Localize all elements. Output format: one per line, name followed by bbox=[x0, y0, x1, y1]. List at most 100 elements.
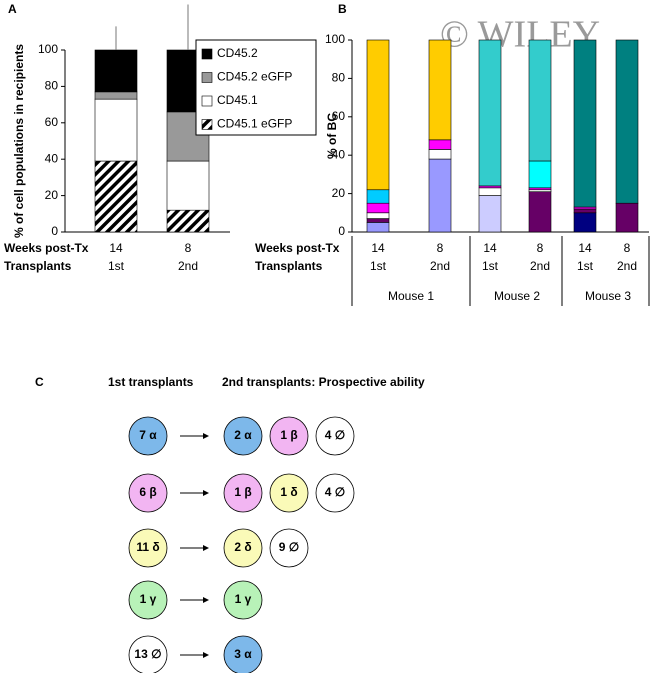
node bbox=[223, 473, 263, 513]
legend-swatch bbox=[201, 48, 213, 60]
legend-swatch bbox=[201, 95, 213, 107]
group-label: Mouse 3 bbox=[585, 289, 631, 303]
bar-segment bbox=[478, 39, 502, 187]
legend-swatch bbox=[201, 119, 213, 130]
node bbox=[315, 416, 355, 456]
legend-box bbox=[195, 39, 317, 136]
bar-segment bbox=[94, 160, 138, 233]
y-axis-label: % of BC bbox=[325, 113, 339, 159]
watermark: © WILEY bbox=[440, 14, 600, 56]
bar-segment bbox=[528, 160, 552, 189]
node bbox=[128, 635, 168, 673]
bar-segment bbox=[573, 39, 597, 208]
bar-segment bbox=[428, 139, 452, 150]
row-label: Transplants bbox=[255, 259, 323, 273]
legend-label: CD45.2 eGFP bbox=[217, 70, 292, 84]
bar-segment bbox=[615, 202, 639, 233]
bar-segment bbox=[615, 39, 639, 204]
bar-segment bbox=[478, 187, 502, 196]
node bbox=[315, 473, 355, 513]
legend-swatch bbox=[201, 72, 213, 83]
bar-segment bbox=[94, 91, 138, 100]
y-tick-label: 20 bbox=[332, 186, 346, 200]
bar-segment bbox=[94, 98, 138, 162]
x-tick-label: 8 bbox=[437, 241, 444, 255]
node-label: 7 α bbox=[139, 428, 157, 442]
row-label: Transplants bbox=[4, 259, 72, 273]
bar-segment bbox=[94, 49, 138, 93]
panel-letter: C bbox=[35, 375, 44, 389]
diagram-header: 1st transplants bbox=[108, 375, 194, 389]
x-tick-label: 1st bbox=[482, 259, 499, 273]
bar-segment bbox=[478, 195, 502, 233]
group-label: Mouse 1 bbox=[388, 289, 434, 303]
x-tick-label: 1st bbox=[108, 259, 125, 273]
node-label: 13 ∅ bbox=[134, 647, 161, 661]
legend-label: CD45.1 bbox=[217, 93, 258, 107]
bar-segment bbox=[366, 218, 390, 223]
y-tick-label: 0 bbox=[51, 224, 58, 238]
bar-segment bbox=[428, 149, 452, 160]
y-tick-label: 40 bbox=[45, 151, 59, 165]
bar-segment bbox=[573, 212, 597, 233]
node-label: 11 δ bbox=[136, 540, 159, 554]
x-tick-label: 14 bbox=[109, 241, 123, 255]
node-label: 3 α bbox=[234, 647, 252, 661]
x-tick-label: 2nd bbox=[617, 259, 637, 273]
node bbox=[269, 473, 309, 513]
node bbox=[223, 635, 263, 673]
x-tick-label: 1st bbox=[370, 259, 387, 273]
bar-segment bbox=[428, 39, 452, 141]
bar-segment bbox=[166, 209, 210, 233]
node-label: 4 ∅ bbox=[325, 428, 345, 442]
row-label: Weeks post-Tx bbox=[255, 241, 340, 255]
bar-segment bbox=[366, 222, 390, 233]
legend-label: CD45.2 bbox=[217, 46, 258, 60]
y-tick-label: 100 bbox=[38, 42, 58, 56]
y-tick-label: 0 bbox=[338, 224, 345, 238]
bar-segment bbox=[366, 189, 390, 204]
node-label: 6 β bbox=[139, 485, 156, 499]
y-axis-label: % of cell populations in recipients bbox=[12, 44, 26, 238]
node-label: 9 ∅ bbox=[279, 540, 299, 554]
bar-segment bbox=[366, 202, 390, 214]
node-label: 4 ∅ bbox=[325, 485, 345, 499]
x-tick-label: 2nd bbox=[178, 259, 198, 273]
node-label: 1 γ bbox=[140, 592, 157, 606]
node bbox=[269, 528, 309, 568]
group-label: Mouse 2 bbox=[494, 289, 540, 303]
node-label: 1 δ bbox=[280, 485, 297, 499]
node bbox=[128, 416, 168, 456]
bar-segment bbox=[166, 160, 210, 211]
y-tick-label: 40 bbox=[332, 147, 346, 161]
node-label: 2 δ bbox=[234, 540, 251, 554]
panel-letter: B bbox=[338, 2, 347, 16]
bar-segment bbox=[366, 39, 390, 191]
y-tick-label: 60 bbox=[332, 109, 346, 123]
x-tick-label: 14 bbox=[578, 241, 592, 255]
node bbox=[223, 580, 263, 620]
y-tick-label: 20 bbox=[45, 188, 59, 202]
diagram-header: 2nd transplants: Prospective ability bbox=[222, 375, 425, 389]
row-label: Weeks post-Tx bbox=[4, 241, 89, 255]
node bbox=[128, 528, 168, 568]
node-label: 1 β bbox=[280, 428, 297, 442]
legend-label: CD45.1 eGFP bbox=[217, 117, 292, 131]
bar-segment bbox=[528, 39, 552, 162]
x-tick-label: 8 bbox=[185, 241, 192, 255]
node-label: 1 γ bbox=[235, 592, 252, 606]
y-tick-label: 60 bbox=[45, 115, 59, 129]
node bbox=[128, 580, 168, 620]
y-tick-label: 80 bbox=[332, 71, 346, 85]
x-tick-label: 14 bbox=[483, 241, 497, 255]
x-tick-label: 2nd bbox=[530, 259, 550, 273]
x-tick-label: 8 bbox=[624, 241, 631, 255]
y-tick-label: 80 bbox=[45, 79, 59, 93]
node bbox=[269, 416, 309, 456]
x-tick-label: 2nd bbox=[430, 259, 450, 273]
x-tick-label: 14 bbox=[371, 241, 385, 255]
node bbox=[223, 416, 263, 456]
node bbox=[128, 473, 168, 513]
bar-segment bbox=[428, 158, 452, 233]
